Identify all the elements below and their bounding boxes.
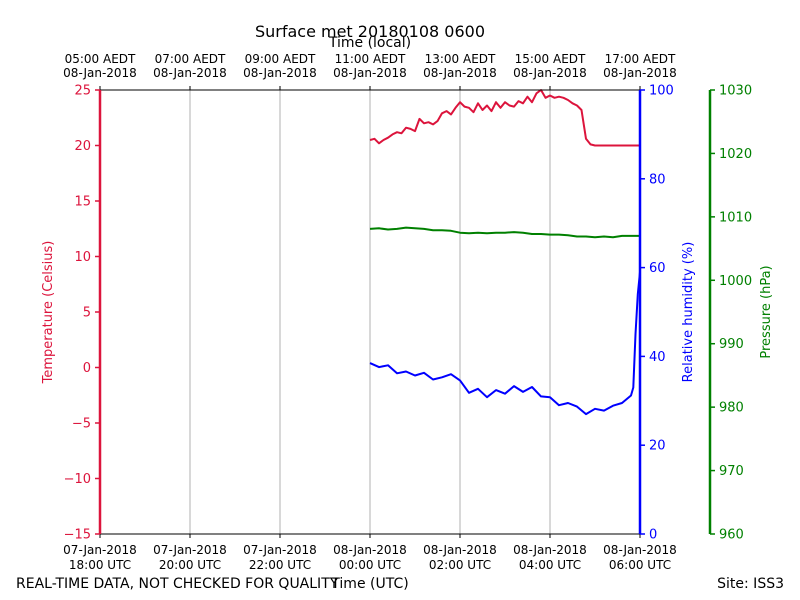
x-tick-label-time: 06:00 UTC [609,558,671,572]
temp-tick-label: 15 [74,195,91,210]
x-tick-label-time: 20:00 UTC [159,558,221,572]
x-tick-label-time: 18:00 UTC [69,558,131,572]
x-tick-label-date: 07-Jan-2018 [153,543,227,557]
x-tick-label-time: 22:00 UTC [249,558,311,572]
top-tick-label-time: 09:00 AEDT [245,52,316,66]
x-tick-label-date: 08-Jan-2018 [333,543,407,557]
x-tick-label-time: 04:00 UTC [519,558,581,572]
top-tick-label-time: 07:00 AEDT [155,52,226,66]
top-tick-label-time: 13:00 AEDT [425,52,496,66]
top-tick-label-date: 08-Jan-2018 [333,66,407,80]
temp-tick-label: −10 [64,472,91,487]
pres-tick-label: 1020 [719,147,752,162]
top-tick-label-date: 08-Jan-2018 [63,66,137,80]
relative-humidity-line [369,271,641,416]
temperature-line [369,89,640,147]
rh-tick-label: 80 [649,172,666,187]
quality-disclaimer: REAL-TIME DATA, NOT CHECKED FOR QUALITY [16,576,339,592]
vertical-gridlines [189,90,551,534]
x-tick-label-date: 07-Jan-2018 [63,543,137,557]
x-axis-label: Time (UTC) [330,576,408,592]
top-tick-label-date: 08-Jan-2018 [423,66,497,80]
pres-tick-label: 1000 [719,274,752,289]
pres-tick-label: 980 [719,401,744,416]
pres-axis-label: Pressure (hPa) [759,265,774,358]
pres-tick-label: 970 [719,464,744,479]
rh-axis-label: Relative humidity (%) [681,242,696,383]
top-tick-label-date: 08-Jan-2018 [603,66,677,80]
pres-tick-label: 990 [719,337,744,352]
chart-title: Surface met 20180108 0600 [255,22,485,41]
temp-tick-label: 10 [74,250,91,265]
temp-tick-label: 20 [74,139,91,154]
temp-tick-label: 0 [83,361,91,376]
temp-axis-label: Temperature (Celsius) [41,241,56,385]
x-tick-label-date: 08-Jan-2018 [603,543,677,557]
x-tick-label-date: 08-Jan-2018 [423,543,497,557]
top-tick-label-time: 05:00 AEDT [65,52,136,66]
temp-tick-label: −15 [64,528,91,543]
top-tick-label-date: 08-Jan-2018 [153,66,227,80]
rh-tick-label: 20 [649,439,666,454]
top-axis-label: Time (local) [328,35,411,51]
pres-tick-label: 1030 [719,84,752,99]
temp-tick-label: 25 [74,84,91,99]
site-label: Site: ISS3 [717,576,784,592]
x-tick-label-time: 02:00 UTC [429,558,491,572]
rh-tick-label: 100 [649,84,674,99]
rh-tick-label: 0 [649,528,657,543]
top-tick-label-date: 08-Jan-2018 [513,66,587,80]
temp-tick-label: 5 [83,306,91,321]
pres-tick-label: 1010 [719,210,752,225]
pres-tick-label: 960 [719,528,744,543]
temp-tick-label: −5 [72,417,91,432]
top-tick-label-time: 11:00 AEDT [335,52,406,66]
top-tick-label-time: 15:00 AEDT [515,52,586,66]
series-layer [369,89,641,416]
rh-tick-label: 40 [649,350,666,365]
top-tick-label-date: 08-Jan-2018 [243,66,317,80]
x-tick-label-date: 08-Jan-2018 [513,543,587,557]
pressure-line [369,226,640,239]
rh-tick-label: 60 [649,261,666,276]
top-tick-label-time: 17:00 AEDT [605,52,676,66]
x-tick-label-time: 00:00 UTC [339,558,401,572]
x-tick-label-date: 07-Jan-2018 [243,543,317,557]
